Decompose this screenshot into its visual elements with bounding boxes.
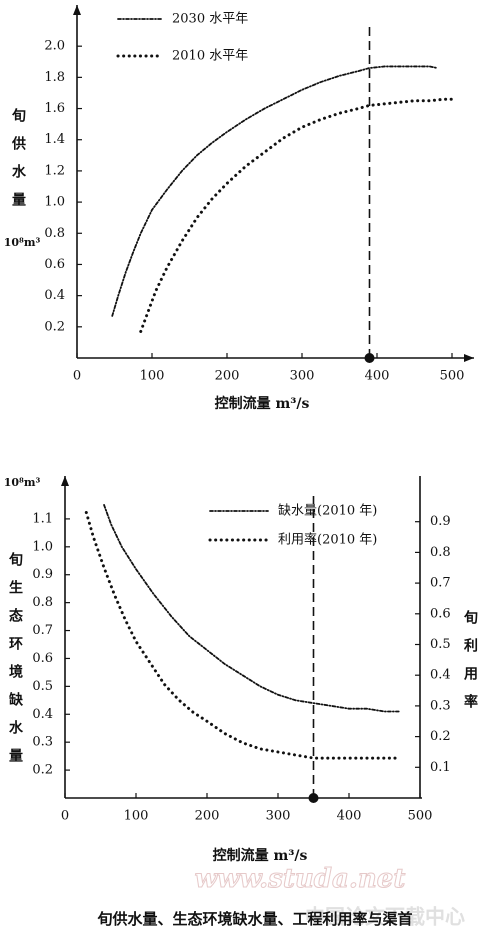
x-tick-label: 500: [408, 809, 433, 824]
y2-tick-label: 0.7: [430, 576, 451, 591]
y2-tick-label: 0.1: [430, 760, 451, 775]
y-tick-label: 0.9: [32, 567, 53, 582]
data-line: [139, 97, 454, 333]
y-tick-label: 0.8: [44, 226, 65, 241]
y-tick-label: 0.8: [32, 595, 53, 610]
y2-tick-label: 0.2: [430, 729, 451, 744]
y-unit: 10⁸m³: [4, 236, 41, 249]
y-tick-label: 1.1: [32, 511, 53, 526]
y-tick-label: 1.0: [44, 195, 65, 210]
data-line: [84, 510, 401, 760]
y-tick-label: 0.2: [44, 319, 65, 334]
y-tick-label: 0.5: [32, 679, 53, 694]
legend-label: 利用率(2010 年): [278, 532, 377, 548]
x-axis-label: 控制流量 m³/s: [213, 847, 308, 864]
y-tick-label: 0.6: [32, 651, 53, 666]
y-tick-label: 0.3: [32, 735, 53, 750]
x-tick-label: 200: [215, 369, 240, 384]
y2-tick-label: 0.4: [430, 668, 451, 683]
y-tick-label: 1.0: [32, 539, 53, 554]
y2-tick-label: 0.8: [430, 545, 451, 560]
data-line: [103, 504, 400, 713]
y2-tick-label: 0.3: [430, 698, 451, 713]
x-tick-label: 0: [61, 809, 69, 824]
x-tick-label: 300: [266, 809, 291, 824]
y-tick-label: 1.6: [44, 101, 65, 116]
x-tick-label: 100: [124, 809, 149, 824]
y-axis-arrow: [73, 5, 81, 15]
data-line: [111, 65, 438, 317]
legend-label: 2010 水平年: [172, 49, 248, 64]
y-tick-label: 0.7: [32, 623, 53, 638]
x-tick-label: 400: [337, 809, 362, 824]
y-axis-label: 旬供水量: [10, 107, 27, 220]
y-tick-label: 2.0: [44, 39, 65, 54]
y-unit: 10⁸m³: [4, 476, 41, 489]
watermark-site: 中国论文下载中心: [305, 905, 465, 929]
legend-label: 2030 水平年: [172, 12, 248, 27]
reference-dot: [364, 353, 375, 363]
caption: 旬供水量、生态环境缺水量、工程利用率与渠首: [96, 910, 412, 928]
x-axis-arrow: [464, 354, 474, 362]
y-axis-label: 旬生态环境缺水量: [7, 551, 24, 776]
x-tick-label: 200: [195, 809, 220, 824]
y-tick-label: 1.2: [44, 163, 65, 178]
x-tick-label: 500: [440, 369, 465, 384]
x-tick-label: 300: [290, 369, 315, 384]
x-tick-label: 0: [73, 369, 81, 384]
y-tick-label: 1.4: [44, 132, 65, 147]
y-tick-label: 0.6: [44, 257, 65, 272]
y-axis-arrow: [61, 476, 69, 486]
y2-tick-label: 0.6: [430, 606, 451, 621]
y-tick-label: 0.2: [32, 763, 53, 778]
x-axis-label: 控制流量 m³/s: [215, 395, 310, 412]
legend-label: 缺水量(2010 年): [278, 504, 377, 519]
watermark-url: www.studa.net: [195, 864, 406, 894]
y-tick-label: 0.4: [44, 288, 65, 303]
x-tick-label: 400: [365, 369, 390, 384]
y2-tick-label: 0.5: [430, 637, 451, 652]
y-tick-label: 0.4: [32, 707, 53, 722]
x-tick-label: 100: [140, 369, 165, 384]
y2-axis-label: 旬利用率: [462, 609, 479, 722]
reference-dot: [308, 793, 319, 803]
y2-tick-label: 0.9: [430, 514, 451, 529]
y-tick-label: 1.8: [44, 70, 65, 85]
